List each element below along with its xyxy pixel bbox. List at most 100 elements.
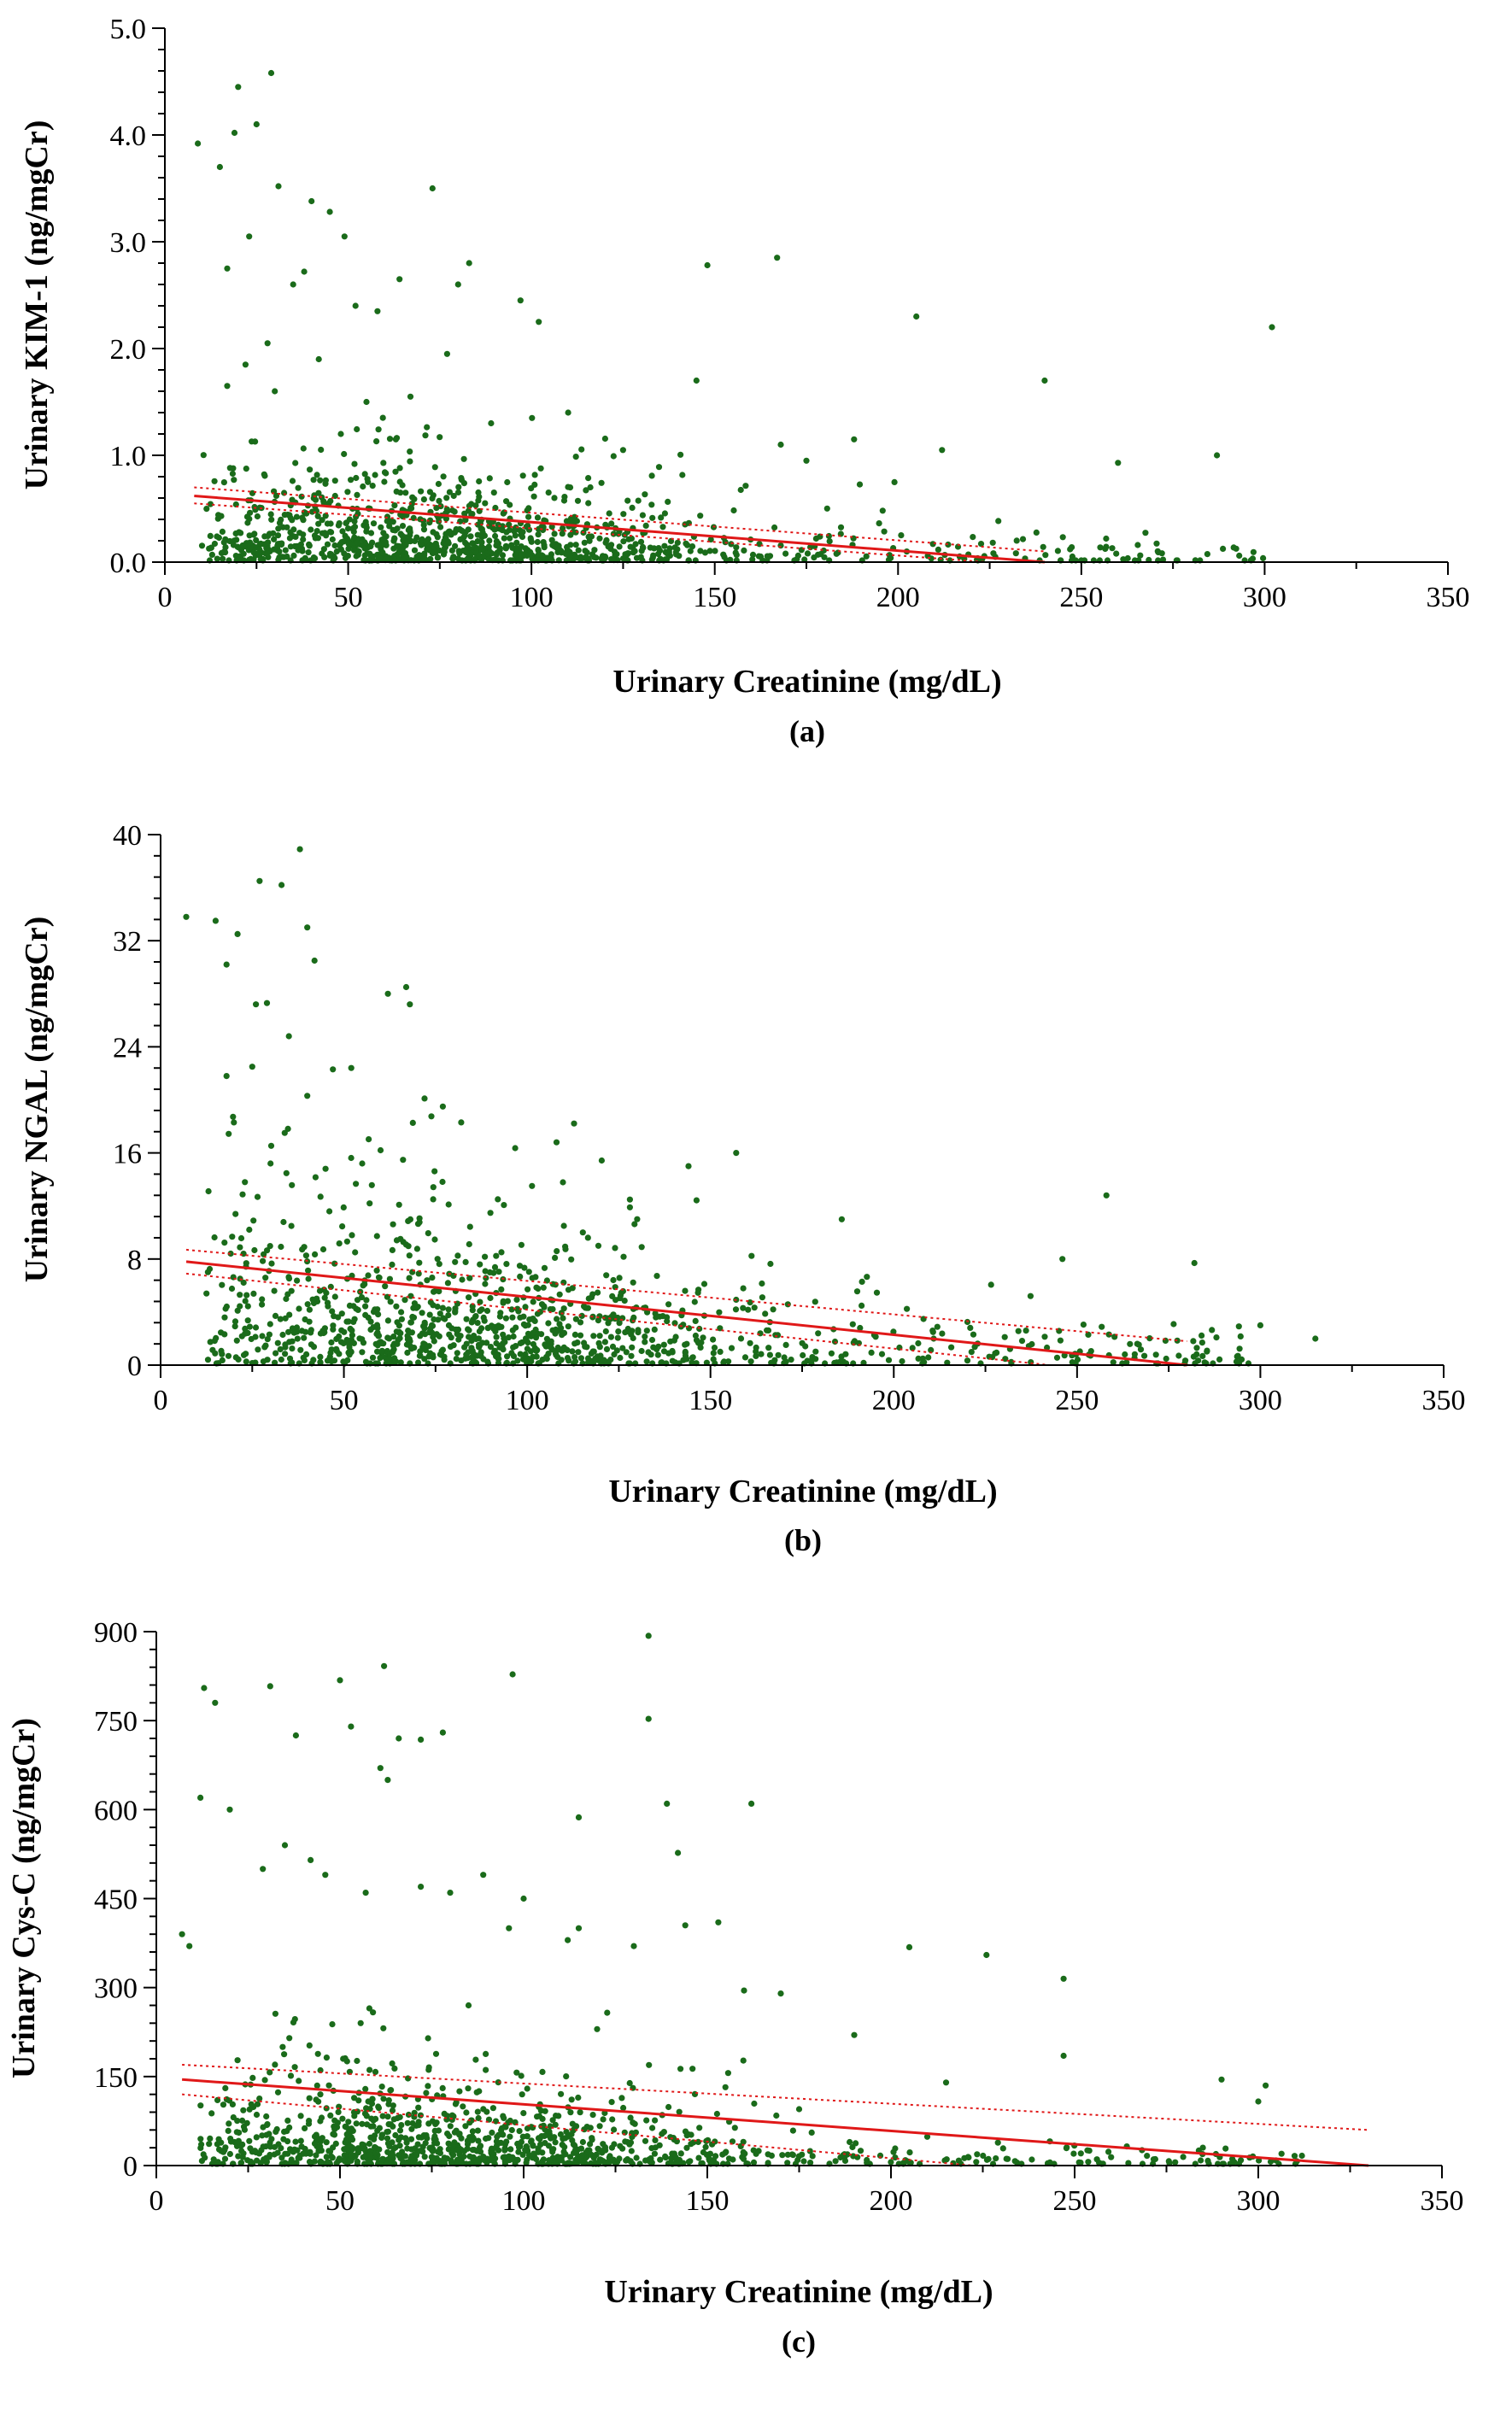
data-point-b-979 (864, 1274, 870, 1281)
data-point-b-774 (250, 1290, 257, 1297)
data-point-b-905 (282, 1341, 289, 1348)
data-point-b-799 (378, 1347, 385, 1354)
data-point-c-635 (246, 2106, 253, 2113)
data-point-c-486 (273, 2125, 280, 2133)
data-point-c-781 (466, 2153, 473, 2160)
data-point-a-1 (216, 163, 223, 171)
data-point-a-746 (478, 546, 485, 553)
data-point-b-374 (745, 1306, 752, 1313)
data-point-c-623 (239, 2154, 246, 2160)
data-point-b-526 (400, 1157, 407, 1164)
data-point-b-846 (521, 1264, 528, 1271)
data-point-a-492 (353, 474, 360, 482)
data-point-c-855 (465, 2139, 472, 2146)
data-point-a-3 (231, 129, 238, 137)
data-point-b-903 (266, 1331, 273, 1338)
data-point-c-832 (466, 2134, 473, 2141)
data-point-b-534 (255, 1346, 261, 1353)
ci-lower-line-b (185, 1272, 1050, 1366)
data-point-b-771 (231, 1318, 239, 1325)
data-point-c-865 (323, 2055, 330, 2061)
data-point-b-617 (420, 1342, 427, 1349)
data-point-a-448 (583, 487, 589, 494)
data-point-a-792 (383, 470, 390, 477)
data-point-b-1081 (725, 1358, 732, 1365)
data-point-a-660 (351, 534, 358, 541)
data-point-c-1117 (1077, 2160, 1084, 2166)
data-point-b-901 (694, 1289, 701, 1296)
data-point-a-1097 (673, 551, 680, 558)
data-point-c-325 (483, 2050, 489, 2057)
data-point-b-916 (434, 1304, 441, 1310)
data-point-c-26 (418, 1884, 425, 1890)
data-point-b-878 (612, 1245, 618, 1251)
data-point-b-463 (571, 1331, 579, 1338)
data-point-a-1000 (528, 538, 535, 545)
data-point-b-288 (359, 1349, 366, 1356)
data-point-c-1114 (606, 2159, 613, 2166)
data-point-a-136 (354, 425, 360, 433)
data-point-c-887 (306, 2118, 313, 2125)
data-point-a-920 (465, 526, 472, 533)
data-point-b-1052 (717, 1348, 724, 1355)
regression-lines-a (194, 486, 1046, 564)
data-point-b-838 (326, 1208, 333, 1215)
data-point-b-756 (308, 1341, 314, 1348)
data-point-b-373 (219, 1281, 226, 1288)
data-point-a-1020 (989, 539, 996, 546)
data-point-a-913 (554, 544, 560, 551)
data-point-a-947 (476, 552, 483, 560)
data-point-a-346 (501, 535, 507, 542)
data-point-b-720 (605, 1320, 612, 1327)
data-point-c-851 (719, 2151, 726, 2158)
data-point-a-994 (257, 556, 264, 563)
data-point-a-379 (450, 492, 457, 500)
data-point-b-32 (1257, 1322, 1263, 1328)
data-point-a-17 (774, 255, 781, 261)
data-point-c-961 (387, 2153, 395, 2160)
data-point-a-967 (261, 472, 268, 479)
data-point-a-943 (487, 548, 494, 555)
data-point-a-709 (402, 489, 409, 496)
data-point-c-52 (366, 2005, 372, 2012)
data-point-a-878 (535, 546, 542, 554)
data-point-b-1016 (1141, 1352, 1148, 1359)
data-point-a-1109 (891, 478, 898, 486)
data-point-a-780 (403, 554, 410, 560)
data-point-a-919 (437, 434, 443, 441)
data-point-a-445 (317, 477, 324, 484)
data-point-c-881 (251, 2148, 258, 2154)
data-point-b-908 (514, 1357, 521, 1364)
data-point-a-380 (318, 446, 325, 454)
y-axis-title-a: Urinary KIM-1 (ng/mgCr) (19, 120, 55, 490)
data-point-a-473 (306, 541, 313, 548)
data-point-c-1066 (1198, 2157, 1204, 2164)
data-point-c-872 (248, 2101, 255, 2107)
data-point-a-2 (235, 84, 242, 91)
data-point-a-808 (337, 546, 344, 553)
data-point-b-933 (430, 1196, 437, 1203)
data-point-b-618 (454, 1350, 460, 1357)
data-point-b-798 (534, 1346, 541, 1353)
data-point-c-1092 (779, 2152, 786, 2159)
data-point-a-970 (379, 542, 386, 548)
data-point-a-466 (749, 551, 757, 559)
data-point-c-556 (278, 2145, 284, 2152)
data-point-c-933 (249, 2074, 256, 2081)
data-point-b-105 (277, 1345, 284, 1353)
data-point-c-816 (254, 2157, 261, 2164)
data-point-a-981 (267, 530, 273, 537)
data-point-a-561 (528, 485, 535, 492)
data-point-b-999 (665, 1350, 672, 1357)
data-point-b-852 (482, 1281, 489, 1287)
x-tick-label-c-1: 50 (325, 2185, 355, 2217)
data-point-b-857 (530, 1329, 536, 1336)
data-point-c-168 (345, 2119, 352, 2125)
data-point-c-771 (220, 2101, 227, 2108)
data-point-b-334 (502, 1315, 510, 1322)
data-point-b-693 (316, 1287, 324, 1294)
data-point-a-531 (344, 489, 351, 495)
data-point-c-19 (748, 1800, 755, 1807)
data-point-c-20 (675, 1849, 682, 1856)
